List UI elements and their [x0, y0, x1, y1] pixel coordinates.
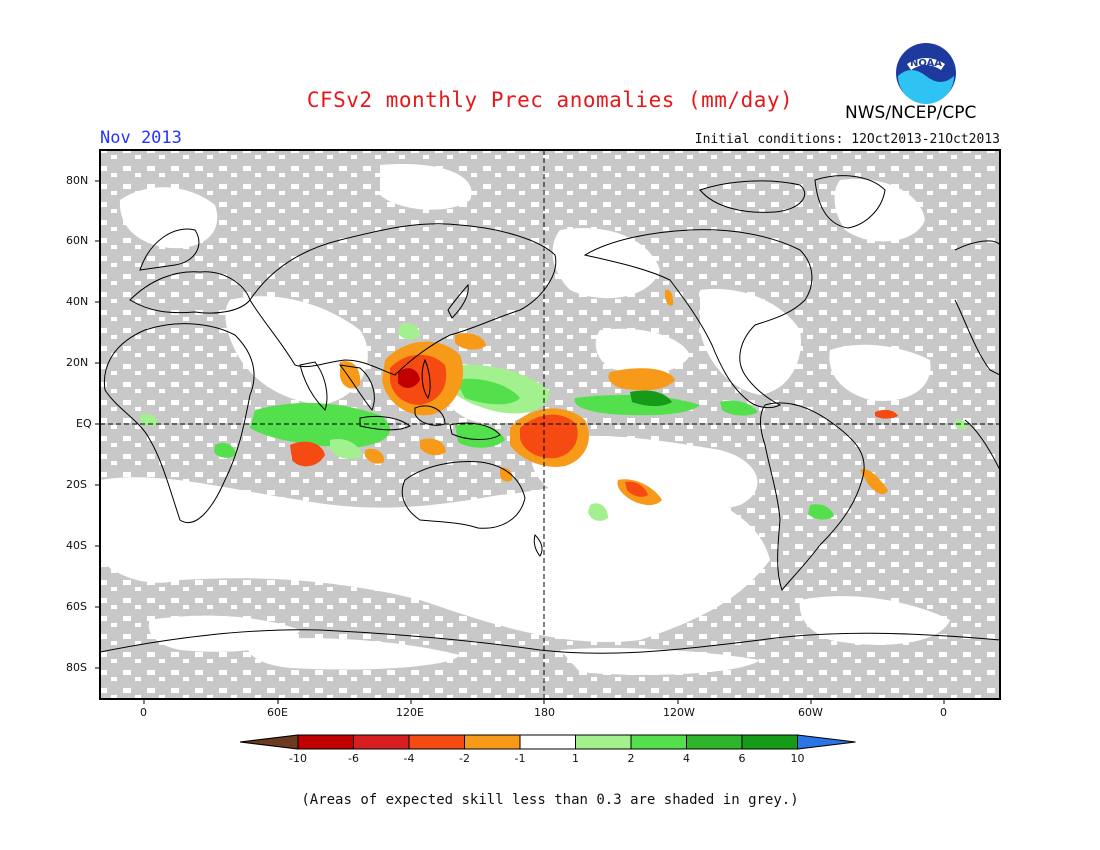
colorbar-label: -4	[403, 752, 415, 765]
agency-label: NWS/NCEP/CPC	[845, 103, 977, 123]
lat-label: 40S	[66, 539, 87, 552]
colorbar-label: 10	[790, 752, 805, 765]
lon-label: 60W	[798, 706, 823, 719]
chart-title: CFSv2 monthly Prec anomalies (mm/day)	[306, 88, 794, 112]
logo-text: NOAA	[910, 58, 942, 69]
noaa-logo: NOAA	[896, 43, 956, 104]
lon-label: 120W	[663, 706, 695, 719]
lat-label: 60N	[66, 234, 89, 247]
colorbar-swatch	[519, 734, 576, 750]
coastlines	[100, 175, 1000, 654]
colorbar-swatch	[408, 734, 465, 750]
lon-label: 60E	[267, 706, 288, 719]
colorbar-label: 4	[683, 752, 690, 765]
lat-label: 20S	[66, 478, 87, 491]
initial-conditions: Initial conditions: 12Oct2013-21Oct2013	[694, 132, 1000, 147]
lat-label: 80N	[66, 174, 89, 187]
lon-label: 180	[534, 706, 555, 719]
colorbar-label: -10	[289, 752, 307, 765]
lat-label: 80S	[66, 661, 87, 674]
frame-ticks	[95, 180, 945, 704]
lat-label: 60S	[66, 600, 87, 613]
colorbar-label: -2	[459, 752, 470, 765]
colorbar-label: -6	[348, 752, 359, 765]
colorbar-swatch	[297, 734, 354, 750]
colorbar-swatch	[686, 734, 743, 750]
lat-label: EQ	[76, 417, 92, 430]
colorbar-left-arrow	[239, 734, 299, 750]
colorbar-label: 1	[572, 752, 579, 765]
lat-label: 20N	[66, 356, 89, 369]
colorbar-swatch	[353, 734, 410, 750]
near-normal-regions	[100, 164, 950, 675]
colorbar-right-arrow	[797, 734, 856, 750]
skill-footnote: (Areas of expected skill less than 0.3 a…	[301, 792, 799, 808]
colorbar-swatch	[575, 734, 632, 750]
colorbar-label: 6	[738, 752, 746, 765]
lon-label: 0	[940, 706, 947, 719]
lat-label: 40N	[66, 295, 89, 308]
colorbar-swatch	[741, 734, 798, 750]
colorbar-label: -1	[514, 752, 526, 765]
lon-label: 120E	[396, 706, 424, 719]
colorbar-swatch	[630, 734, 687, 750]
colorbar-label: 2	[627, 752, 635, 765]
forecast-month: Nov 2013	[100, 128, 182, 148]
lon-label: 0	[140, 706, 147, 719]
colorbar	[239, 734, 856, 750]
colorbar-swatch	[464, 734, 521, 750]
wet-anomalies	[140, 323, 968, 521]
